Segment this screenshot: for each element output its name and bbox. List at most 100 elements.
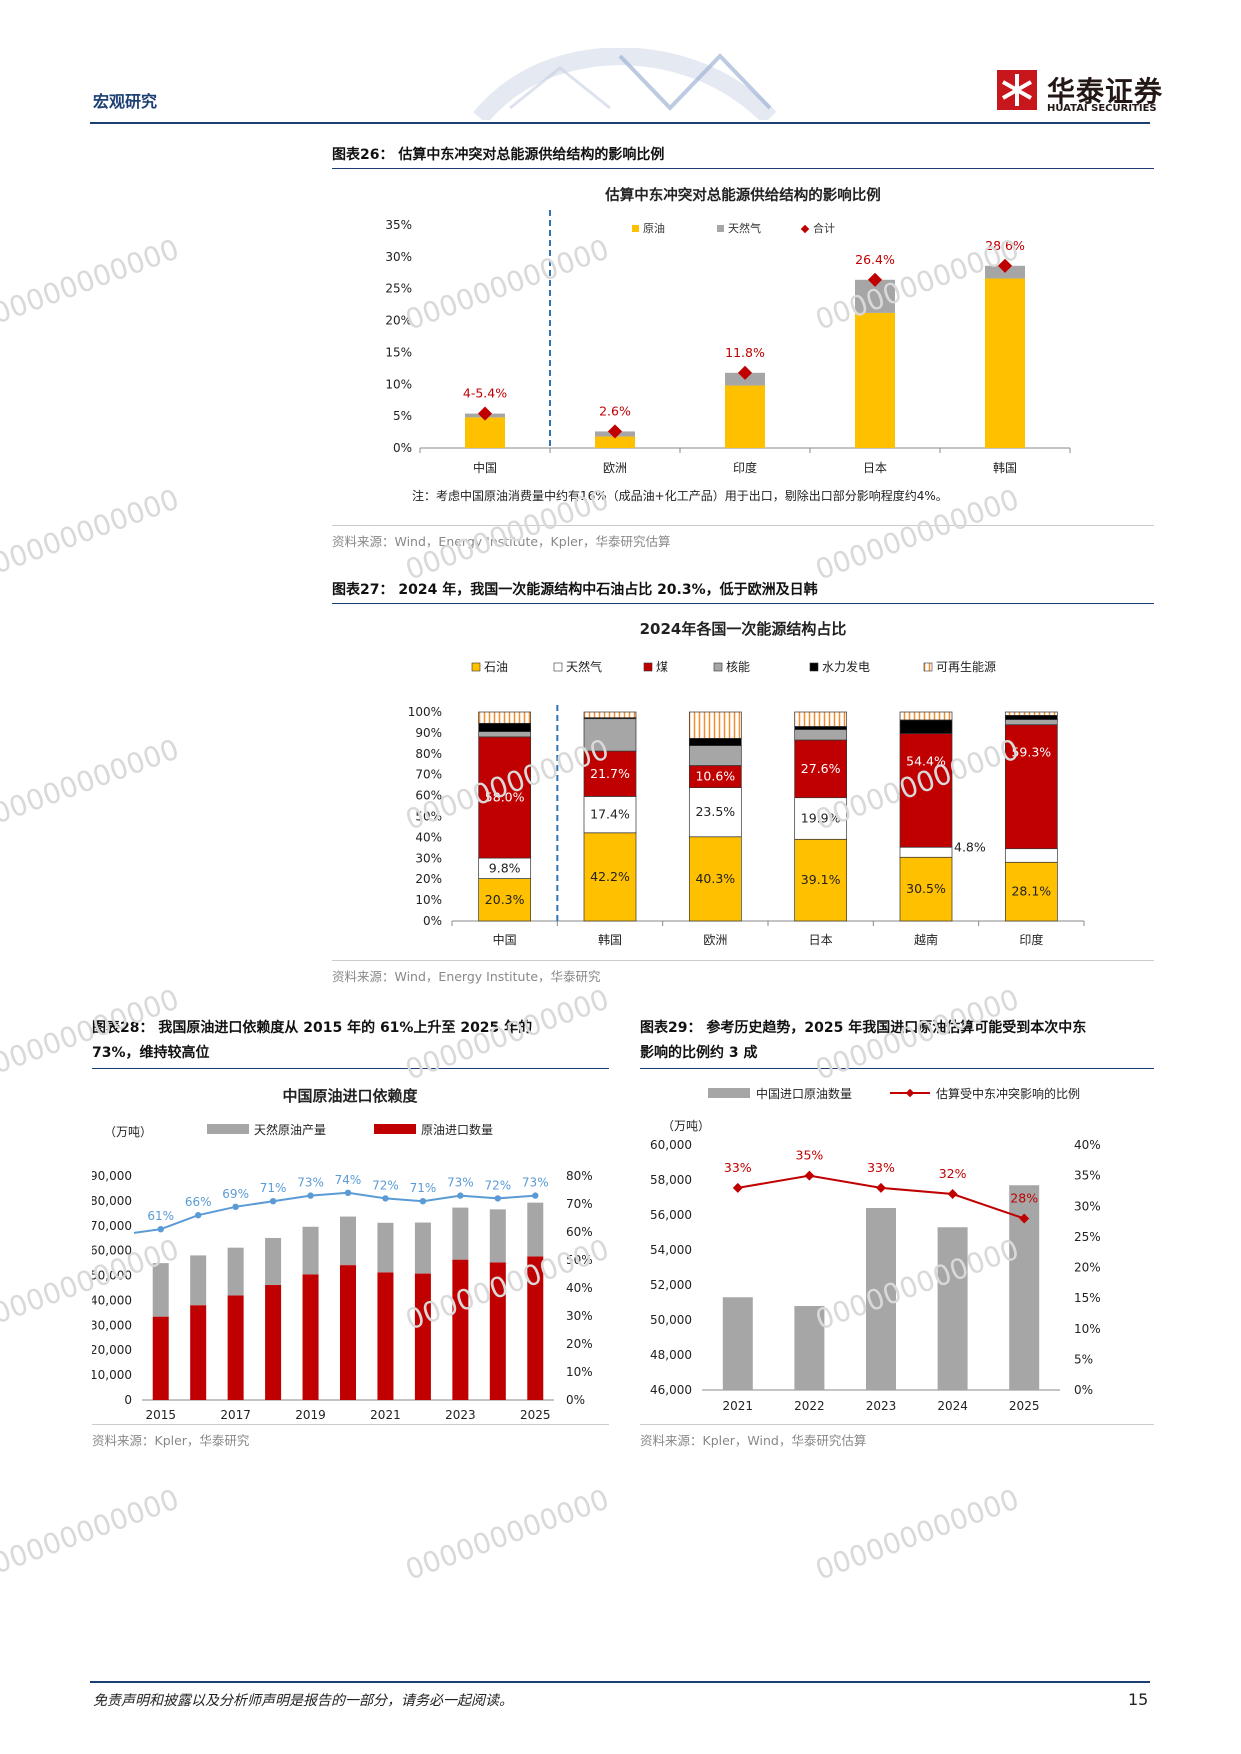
bar-oil	[595, 436, 635, 448]
total-marker	[607, 424, 623, 439]
bar-production	[265, 1237, 282, 1286]
y-tick-label: 25%	[385, 282, 412, 296]
fig27-source: 资料来源：Wind，Energy Institute，华泰研究	[332, 969, 601, 984]
y-tick-label: 40%	[415, 830, 442, 844]
bar-segment-水力发电	[478, 722, 532, 732]
x-tick-label: 2024	[937, 1399, 968, 1413]
y-tick-label: 80%	[415, 747, 442, 761]
dependency-point	[457, 1192, 464, 1199]
y-tick-label: 50%	[415, 810, 442, 824]
footer-disclaimer: 免责声明和披露以及分析师声明是报告的一部分，请务必一起阅读。	[93, 1693, 513, 1709]
total-marker	[737, 365, 753, 380]
fig29-chart: 中国进口原油数量 估算受中东冲突影响的比例 （万吨） 46,000 48,000 50,0…	[650, 1086, 1101, 1413]
share-marker	[876, 1182, 886, 1193]
total-marker	[997, 258, 1013, 273]
fig29-source: 资料来源：Kpler，Wind，华泰研究估算	[640, 1433, 867, 1448]
bar-import	[377, 1272, 394, 1400]
legend-label: 煤	[656, 660, 668, 674]
logo-icon	[997, 70, 1037, 110]
bar-segment-水力发电	[794, 726, 848, 730]
dependency-point	[532, 1192, 539, 1199]
y-tick-label: 0%	[423, 914, 442, 928]
y-tick-label: 0	[124, 1393, 132, 1407]
total-marker	[477, 406, 493, 421]
y-tick-label: 54,000	[650, 1243, 692, 1257]
bar-production	[227, 1247, 244, 1296]
dependency-point	[344, 1189, 352, 1196]
fig29-rule	[640, 1068, 1154, 1069]
y-tick-label: 0%	[393, 441, 412, 455]
bar-import	[937, 1227, 968, 1390]
segment-label: 20.3%	[485, 892, 525, 907]
y-axis-unit: （万吨）	[662, 1119, 710, 1133]
segment-label: 40.3%	[695, 871, 735, 886]
bar-segment-天然气	[899, 846, 953, 858]
y-tick-label: 56,000	[650, 1208, 692, 1222]
dependency-point	[382, 1195, 389, 1202]
dependency-label: 69%	[222, 1187, 249, 1201]
fig29-caption-line1: 图表29： 参考历史趋势，2025 年我国进口原油估算可能受到本次中东	[640, 1020, 1087, 1036]
bar-segment-石油	[688, 836, 742, 922]
fig26-caption: 图表26： 估算中东冲突对总能源供给结构的影响比例	[332, 147, 665, 163]
bar-production	[452, 1207, 469, 1260]
y-tick-label: 5%	[393, 409, 412, 423]
total-marker	[867, 272, 883, 287]
y-tick-label: 70%	[415, 768, 442, 782]
y-tick-label: 46,000	[650, 1383, 692, 1397]
legend-label: 估算受中东冲突影响的比例	[936, 1086, 1080, 1101]
bar-import	[452, 1259, 469, 1400]
segment-label: 58.0%	[485, 789, 525, 804]
segment-label: 30.5%	[906, 881, 946, 896]
bar-segment-水力发电	[1004, 714, 1058, 720]
x-tick-label: 印度	[1019, 932, 1043, 947]
y-tick-label: 100%	[408, 705, 442, 719]
fig28-chart: 中国原油进口依赖度 （万吨） 天然原油产量 原油进口数量 0 10,000 20,000 30…	[92, 1087, 593, 1422]
x-tick-label: 2021	[723, 1399, 754, 1413]
y-tick-label: 20,000	[92, 1343, 132, 1357]
bar-segment-石油	[583, 832, 637, 922]
x-tick-label: 2019	[295, 1408, 326, 1422]
y2-tick-label: 30%	[566, 1309, 593, 1323]
legend-swatch	[207, 1124, 249, 1134]
dependency-point	[307, 1192, 314, 1199]
share-label: 35%	[796, 1148, 824, 1163]
bar-import	[866, 1208, 896, 1390]
legend-swatch	[471, 662, 481, 672]
segment-label: 23.5%	[695, 804, 735, 819]
x-tick-label: 2021	[370, 1408, 401, 1422]
legend-label: 石油	[484, 660, 508, 674]
x-tick-label: 韩国	[993, 460, 1017, 475]
x-tick-label: 2023	[445, 1408, 476, 1422]
x-tick-label: 中国	[493, 932, 517, 947]
bar-segment-可再生能源	[478, 711, 532, 724]
x-tick-label: 2023	[866, 1399, 897, 1413]
y-tick-label: 90,000	[92, 1169, 132, 1183]
dependency-point	[232, 1203, 239, 1210]
legend-label: 核能	[726, 660, 750, 674]
bar-import	[489, 1262, 506, 1400]
segment-label: 10.6%	[695, 769, 735, 784]
y2-tick-label: 40%	[566, 1281, 593, 1295]
bar-production	[414, 1222, 431, 1274]
bar-segment-石油	[1004, 861, 1058, 922]
y2-tick-label: 25%	[1074, 1230, 1101, 1244]
legend-swatch	[800, 224, 810, 234]
y-tick-label: 48,000	[650, 1348, 692, 1362]
segment-label: 4.8%	[954, 839, 986, 854]
section-label: 宏观研究	[93, 92, 158, 111]
bar-import	[302, 1274, 319, 1400]
bar-import	[527, 1256, 544, 1400]
x-tick-label: 2025	[1009, 1399, 1040, 1413]
y-tick-label: 52,000	[650, 1278, 692, 1292]
bar-segment-石油	[899, 856, 953, 922]
y2-tick-label: 0%	[566, 1393, 585, 1407]
y2-tick-label: 0%	[1074, 1383, 1093, 1397]
dependency-point	[194, 1212, 202, 1219]
bar-oil	[985, 278, 1025, 448]
legend-label: 天然气	[728, 221, 761, 235]
legend-swatch	[632, 225, 639, 232]
bar-segment-可再生能源	[688, 711, 742, 739]
bar-segment-可再生能源	[794, 711, 848, 727]
bar-import	[414, 1273, 431, 1400]
y2-tick-label: 10%	[566, 1365, 593, 1379]
